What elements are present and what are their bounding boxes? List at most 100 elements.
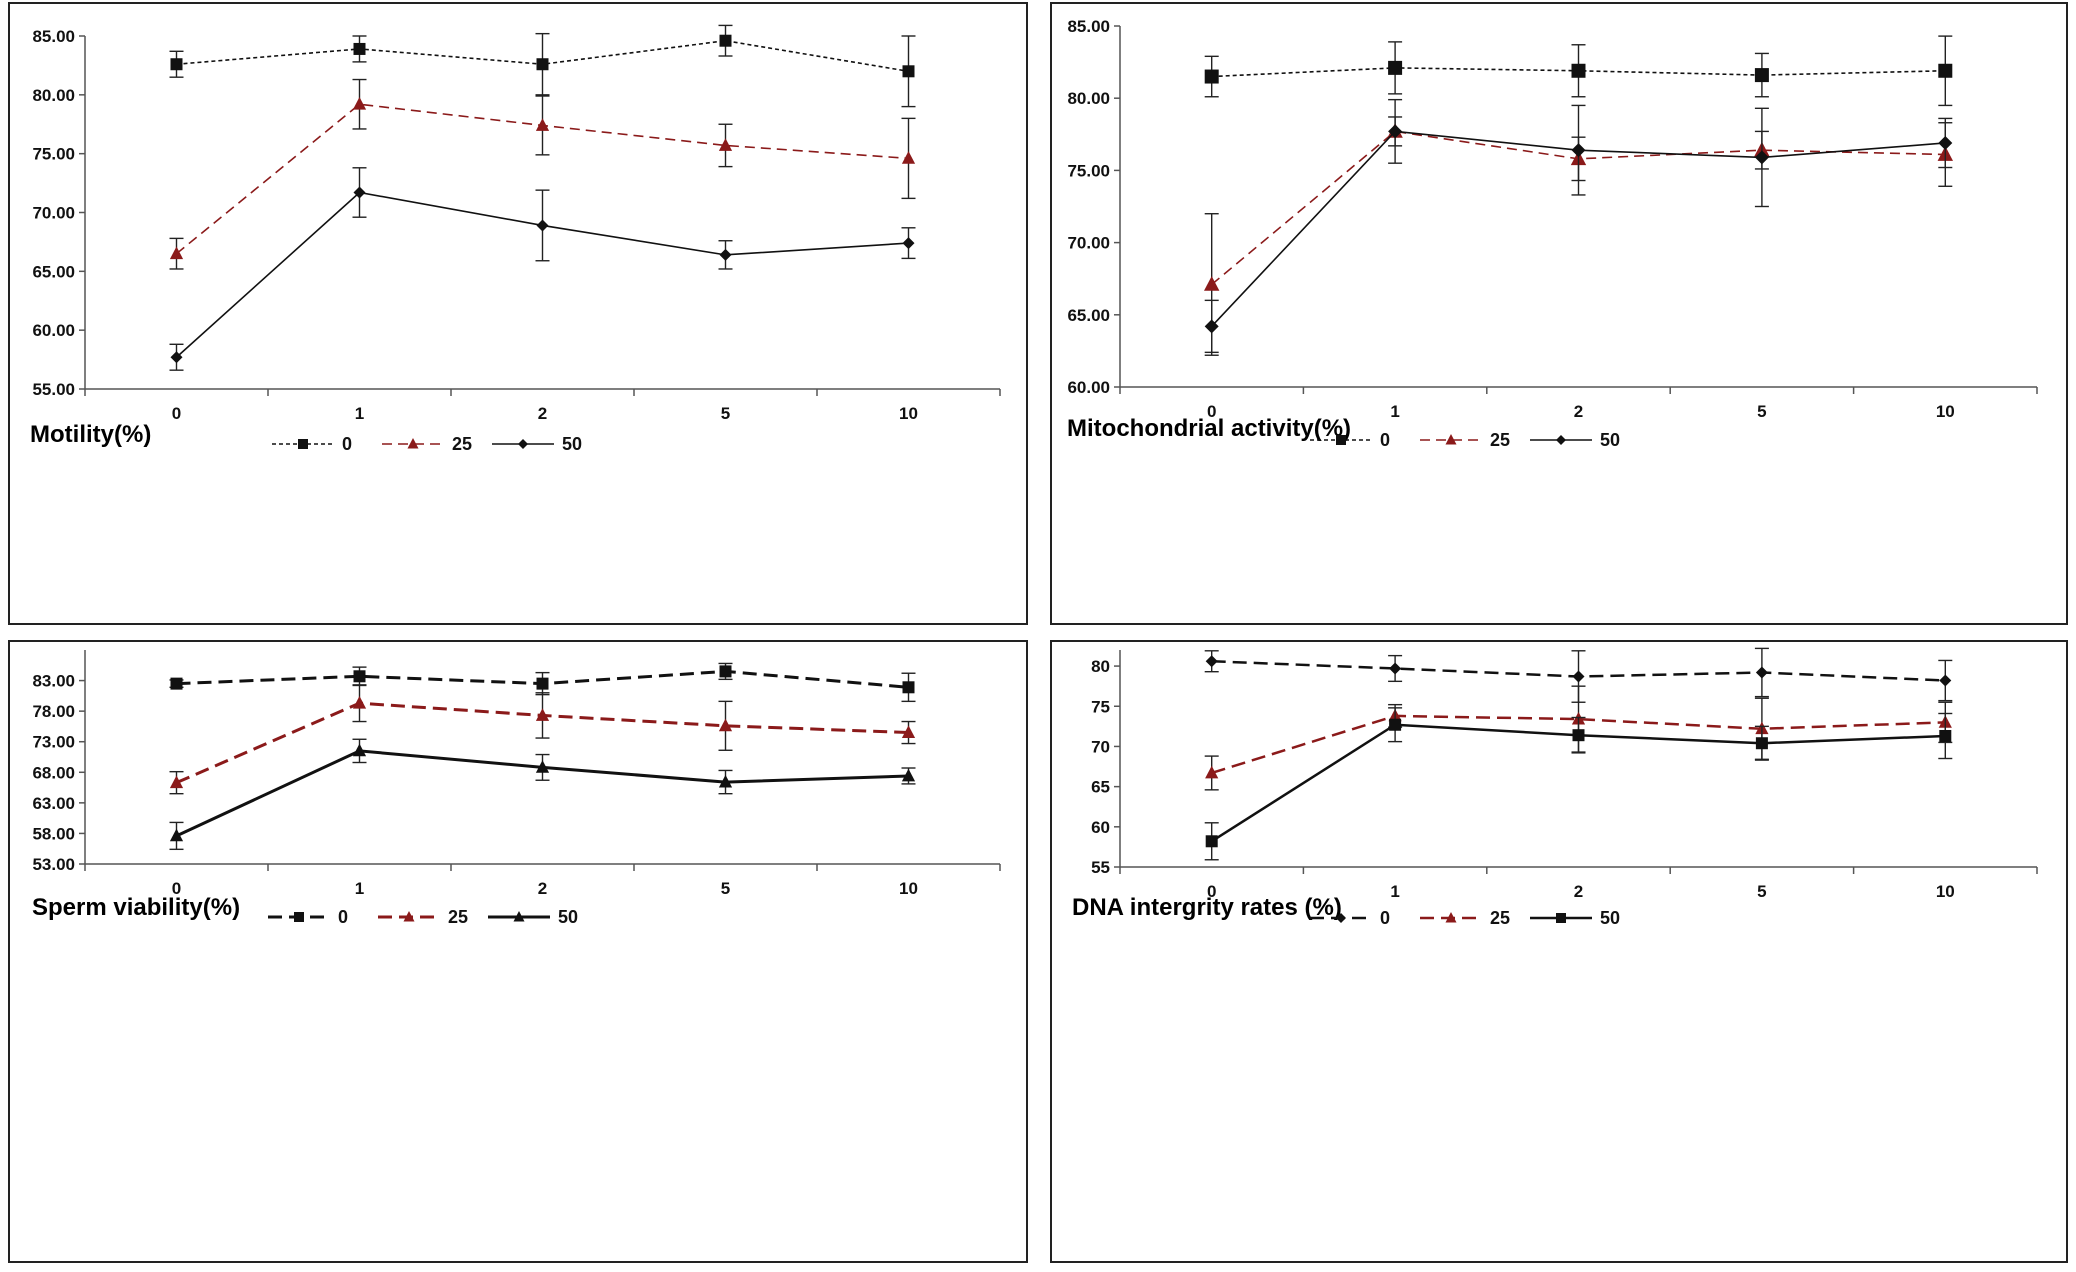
x-axis-title: Motility(%)	[30, 421, 151, 448]
y-tick-label: 75	[1091, 697, 1110, 716]
data-point-marker	[353, 97, 366, 110]
y-tick-label: 55	[1091, 858, 1110, 877]
x-tick-label: 10	[1936, 402, 1955, 421]
legend-marker	[1336, 435, 1346, 445]
x-tick-label: 1	[355, 404, 364, 423]
data-point-marker	[1756, 737, 1768, 749]
x-axis-title: Mitochondrial activity(%)	[1067, 415, 1351, 442]
data-point-marker	[720, 249, 732, 261]
y-tick-label: 53.00	[32, 855, 75, 874]
chart-panel-motility: 55.00 60.00 65.00 70.00 75.00 80.00 85.00 0 1 2 5 1…	[8, 2, 1028, 625]
y-tick-label: 60.00	[32, 321, 75, 340]
y-tick-label: 65	[1091, 778, 1110, 797]
chart-motility: 55.0060.0065.0070.0075.0080.0085.000 1 2 5 1…	[10, 4, 1026, 623]
y-tick-label: 65.00	[1067, 306, 1110, 325]
x-tick-label: 10	[899, 404, 918, 423]
y-tick-label: 73.00	[32, 733, 75, 752]
data-point-marker	[1939, 675, 1951, 687]
x-tick-label: 2	[1574, 882, 1583, 901]
y-tick-label: 80	[1091, 657, 1110, 676]
data-point-marker	[903, 237, 915, 249]
legend: 0 25 50	[1310, 908, 1620, 928]
y-tick-label: 60.00	[1067, 378, 1110, 397]
y-tick-label: 58.00	[32, 824, 75, 843]
legend-marker	[298, 439, 308, 449]
data-point-marker	[720, 665, 732, 677]
y-tick-label: 75.00	[32, 145, 75, 164]
y-tick-label: 70	[1091, 737, 1110, 756]
chart-dna-integrity: 55 60 65 70 75 80 0 1 2 5 10 DNA intergrity rates (…	[1052, 642, 2066, 1261]
legend-marker	[1556, 435, 1566, 445]
x-tick-label: 10	[899, 879, 918, 898]
y-tick-label: 70.00	[1067, 234, 1110, 253]
legend-marker	[518, 439, 528, 449]
data-point-marker	[171, 678, 183, 690]
legend-label: 50	[558, 907, 578, 927]
data-point-marker	[720, 35, 732, 47]
y-tick-label: 65.00	[32, 262, 75, 281]
data-point-marker	[170, 246, 183, 259]
data-point-marker	[1573, 729, 1585, 741]
legend-label: 25	[452, 434, 472, 454]
chart-panel-sperm-viability: 53.00 58.00 63.00 68.00 73.00 78.00 83.00 0 1 2 5 1…	[8, 640, 1028, 1263]
legend-label: 0	[338, 907, 348, 927]
legend-label: 25	[1490, 430, 1510, 450]
y-tick-label: 55.00	[32, 380, 75, 399]
legend: 0 25 50	[1310, 430, 1620, 450]
chart-mitochondrial-activity: 60.0065.0070.0075.0080.0085.000 1 2 5 10Mito…	[1052, 4, 2066, 623]
data-point-marker	[1206, 655, 1218, 667]
series-50	[170, 739, 916, 849]
legend-label: 50	[1600, 430, 1620, 450]
legend-marker	[1556, 913, 1566, 923]
legend-label: 0	[1380, 908, 1390, 928]
legend-label: 0	[1380, 430, 1390, 450]
data-point-marker	[1204, 276, 1219, 291]
legend-label: 25	[448, 907, 468, 927]
data-point-marker	[171, 58, 183, 70]
data-point-marker	[537, 678, 549, 690]
data-point-marker	[1572, 143, 1586, 157]
data-point-marker	[902, 151, 915, 164]
legend: 0 25 50	[272, 434, 582, 454]
y-tick-label: 83.00	[32, 672, 75, 691]
data-point-marker	[1388, 61, 1402, 75]
y-tick-label: 80.00	[32, 86, 75, 105]
data-point-marker	[1938, 136, 1952, 150]
data-point-marker	[353, 696, 366, 709]
x-tick-label: 10	[1936, 882, 1955, 901]
x-tick-label: 1	[1390, 882, 1399, 901]
x-tick-label: 2	[1574, 402, 1583, 421]
data-point-marker	[1755, 68, 1769, 82]
data-point-marker	[1573, 671, 1585, 683]
chart-panel-dna-integrity: 55 60 65 70 75 80 0 1 2 5 10 DNA intergrity rates (…	[1050, 640, 2068, 1263]
y-tick-label: 78.00	[32, 702, 75, 721]
x-tick-label: 1	[1390, 402, 1399, 421]
x-tick-label: 5	[1757, 882, 1766, 901]
data-point-marker	[354, 670, 366, 682]
x-tick-label: 2	[538, 404, 547, 423]
data-point-marker	[537, 58, 549, 70]
y-tick-label: 85.00	[1067, 17, 1110, 36]
x-axis-title: DNA intergrity rates (%)	[1072, 894, 1342, 921]
data-point-marker	[536, 118, 549, 131]
data-point-marker	[1389, 662, 1401, 674]
data-point-marker	[903, 681, 915, 693]
data-point-marker	[1756, 667, 1768, 679]
y-tick-label: 70.00	[32, 204, 75, 223]
data-point-marker	[1572, 64, 1586, 78]
y-tick-label: 68.00	[32, 763, 75, 782]
series-50	[1205, 708, 1953, 860]
data-point-marker	[1389, 719, 1401, 731]
data-point-marker	[1205, 70, 1219, 84]
x-tick-label: 0	[172, 404, 181, 423]
y-tick-label: 60	[1091, 818, 1110, 837]
y-tick-label: 80.00	[1067, 89, 1110, 108]
data-point-marker	[354, 43, 366, 55]
legend-label: 50	[1600, 908, 1620, 928]
x-tick-label: 5	[1757, 402, 1766, 421]
x-tick-label: 1	[355, 879, 364, 898]
y-tick-label: 75.00	[1067, 161, 1110, 180]
data-point-marker	[537, 219, 549, 231]
x-tick-label: 2	[538, 879, 547, 898]
